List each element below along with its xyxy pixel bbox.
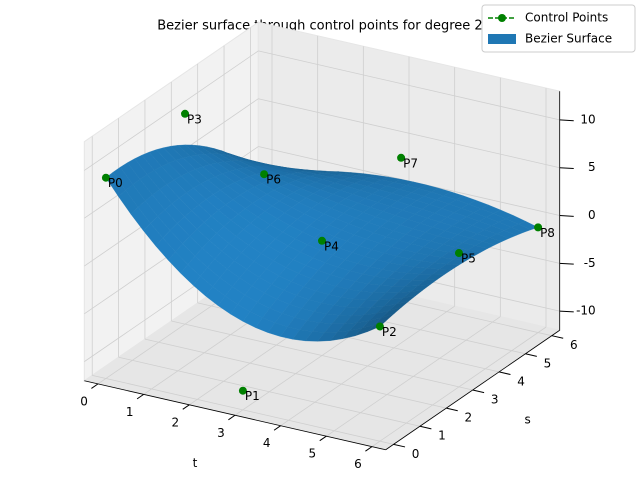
z-tick-label: -5 <box>584 256 596 270</box>
legend-swatch <box>488 34 516 44</box>
control-point <box>181 109 190 118</box>
y-tick-label: 1 <box>438 429 446 443</box>
y-tick <box>551 335 564 339</box>
y-tick <box>525 353 537 357</box>
x-tick <box>273 425 281 431</box>
y-tick <box>393 443 406 448</box>
z-tick-label: 5 <box>588 160 596 174</box>
x-tick <box>365 446 373 452</box>
x-tick-label: 2 <box>172 415 180 429</box>
x-tick-label: 0 <box>80 394 88 408</box>
control-point <box>238 386 247 395</box>
y-axis-label: s <box>525 413 531 427</box>
grid-line <box>84 50 259 171</box>
control-point <box>101 173 110 182</box>
control-point <box>375 322 384 331</box>
point-label: P1 <box>245 389 260 403</box>
y-tick-label: 6 <box>570 338 578 352</box>
control-point <box>397 153 406 162</box>
axis-line <box>385 329 560 451</box>
control-point <box>260 170 269 179</box>
z-tick <box>559 119 574 122</box>
grid-line <box>258 50 560 121</box>
legend-label: Bezier Surface <box>525 32 612 46</box>
x-tick-label: 3 <box>217 426 225 440</box>
x-tick <box>228 414 236 421</box>
x-axis-label: t <box>193 456 198 470</box>
grid-line <box>118 356 421 427</box>
grid-line <box>92 374 394 445</box>
point-label: P4 <box>324 239 339 253</box>
y-tick <box>419 425 432 430</box>
point-label: P0 <box>108 176 123 190</box>
legend-label: Control Points <box>525 11 608 25</box>
y-tick <box>498 371 511 376</box>
point-label: P5 <box>461 252 476 266</box>
axis-line <box>84 380 386 451</box>
legend-marker <box>498 14 506 22</box>
point-label: P3 <box>187 112 202 126</box>
x-tick-label: 5 <box>309 447 317 461</box>
bezier-surface <box>105 144 539 342</box>
z-tick-label: -10 <box>576 304 596 318</box>
z-tick <box>559 215 574 217</box>
z-tick <box>559 310 574 313</box>
x-tick <box>91 383 99 389</box>
z-tick <box>559 167 574 170</box>
x-tick <box>319 435 327 442</box>
y-tick-label: 4 <box>517 374 525 388</box>
point-label: P6 <box>266 173 281 187</box>
x-tick <box>136 393 144 400</box>
y-tick-label: 2 <box>465 411 473 425</box>
surface-patch <box>105 171 126 197</box>
point-label: P2 <box>382 325 397 339</box>
y-tick <box>472 389 485 394</box>
point-label: P8 <box>540 226 555 240</box>
grid-line <box>144 338 447 409</box>
x-tick-label: 1 <box>126 405 134 419</box>
grid-line <box>258 98 560 169</box>
y-tick-label: 5 <box>544 356 552 370</box>
control-point <box>534 223 543 232</box>
point-label: P7 <box>403 156 418 170</box>
z-tick <box>559 262 574 265</box>
chart-title: Bezier surface through control points fo… <box>157 19 482 34</box>
legend: Control Points Bezier Surface <box>481 4 636 53</box>
z-tick-label: 0 <box>588 208 596 222</box>
control-point <box>454 249 463 258</box>
y-tick-label: 3 <box>491 393 499 407</box>
x-tick <box>182 404 190 410</box>
grid-line <box>171 320 473 391</box>
y-tick-label: 0 <box>412 447 420 461</box>
y-tick <box>446 407 458 412</box>
z-tick-label: 10 <box>580 112 595 126</box>
x-tick-label: 6 <box>354 457 362 471</box>
legend-box <box>481 4 636 53</box>
control-point <box>318 236 326 245</box>
x-tick-label: 4 <box>263 436 271 450</box>
